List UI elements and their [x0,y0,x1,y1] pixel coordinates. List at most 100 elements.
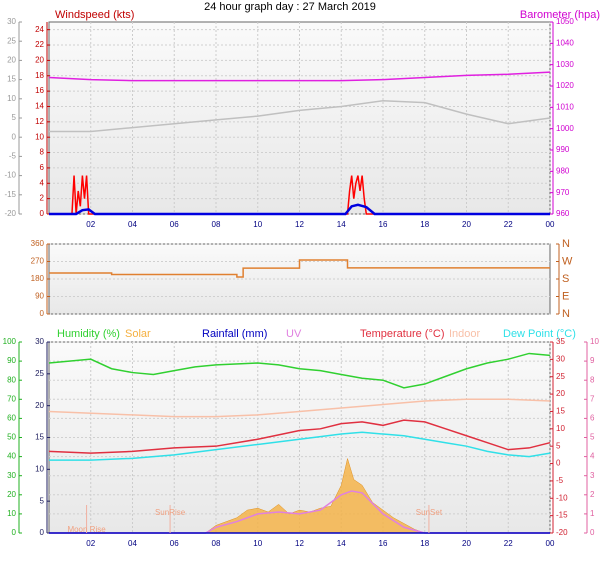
y-tick-label: 10 [7,509,16,518]
y-tick-label: 360 [31,239,45,248]
x-tick-label: 16 [379,539,388,548]
series-line [48,71,551,82]
x-tick-label: 08 [212,220,221,229]
y-tick-label: 1030 [556,60,574,69]
y-tick-label: 7 [590,394,595,403]
y-tick-label: -5 [9,152,17,161]
y-tick-label: 12 [35,117,44,126]
y-tick-label: 4 [590,452,595,461]
legend-entry: Temperature (°C) [360,328,444,340]
y-tick-label: 9 [590,356,595,365]
y-tick-label: 0 [590,528,595,537]
y-tick-label: 8 [40,148,45,157]
y-tick-label: 50 [7,433,16,442]
y-tick-label: -15 [4,190,16,199]
y-tick-label: 35 [556,337,565,346]
x-tick-label: 02 [86,220,95,229]
y-tick-label: 0 [556,459,561,468]
x-tick-label: 06 [170,539,179,548]
series-line [49,99,551,133]
x-tick-label: 14 [337,220,346,229]
y-tick-label: N [562,308,570,320]
y-tick-label: 270 [31,257,45,266]
y-tick-label: 20 [7,490,16,499]
x-tick-label: 06 [170,220,179,229]
x-tick-label: 14 [337,539,346,548]
y-tick-label: 20 [35,401,44,410]
y-tick-label: 1040 [556,38,574,47]
y-tick-label: 100 [3,337,17,346]
y-tick-label: 1050 [556,17,574,26]
y-tick-label: 0 [12,132,17,141]
x-tick-label: 12 [295,220,304,229]
y-tick-label: 10 [35,132,44,141]
y-tick-label: 5 [556,441,561,450]
y-tick-label: 10 [590,337,599,346]
y-tick-label: 180 [31,274,45,283]
y-tick-label: 960 [556,209,570,218]
x-tick-label: 20 [462,220,471,229]
x-tick-label: 12 [295,539,304,548]
y-tick-label: 20 [35,56,44,65]
x-tick-label: 00 [546,220,555,229]
legend-entry: Indoor [449,328,481,340]
y-tick-label: 15 [7,75,16,84]
y-tick-label: 990 [556,145,570,154]
y-tick-label: 14 [35,102,44,111]
y-tick-label: -20 [4,209,16,218]
y-tick-label: 2 [40,194,45,203]
y-tick-label: 90 [35,292,44,301]
annotation: SunSet [416,508,443,517]
y-tick-label: 6 [40,163,45,172]
x-tick-label: 10 [253,220,262,229]
x-tick-label: 20 [462,539,471,548]
x-tick-label: 02 [86,539,95,548]
series-line [48,419,551,454]
y-tick-label: 22 [35,40,44,49]
y-tick-label: 24 [35,25,44,34]
y-tick-label: -20 [556,528,568,537]
solar-area [49,457,550,534]
y-tick-label: 25 [35,369,44,378]
x-tick-label: 22 [504,220,513,229]
y-axis-label: Windspeed (kts) [55,9,134,21]
series-line [48,398,551,418]
y-tick-label: 5 [40,496,45,505]
legend-entry: Solar [125,328,151,340]
y-tick-label: -15 [556,511,568,520]
y-tick-label: 70 [7,394,16,403]
y-tick-label: 0 [40,309,45,318]
x-tick-label: 18 [420,220,429,229]
y-tick-label: 6 [590,414,595,423]
x-tick-label: 00 [546,539,555,548]
page-title: 24 hour graph day : 27 March 2019 [204,1,376,13]
series-line [49,431,551,461]
y-tick-label: 3 [590,471,595,480]
y-tick-label: S [562,273,569,285]
y-tick-label: -5 [556,476,564,485]
x-tick-label: 16 [379,220,388,229]
series-line [49,203,550,216]
y-tick-label: 10 [556,424,565,433]
x-tick-label: 22 [504,539,513,548]
y-tick-label: 20 [7,56,16,65]
legend-entry: Rainfall (mm) [202,328,267,340]
y-tick-label: 25 [7,36,16,45]
y-tick-label: 0 [40,209,45,218]
y-tick-label: E [562,290,569,302]
annotation: Moon Rise [67,525,106,534]
annotation: SunRise [155,508,186,517]
y-tick-label: 30 [7,471,16,480]
x-tick-label: 04 [128,220,137,229]
y-tick-label: 2 [590,490,595,499]
y-tick-label: 18 [35,71,44,80]
y-tick-label: 30 [35,337,44,346]
y-tick-label: 40 [7,452,16,461]
series-line [49,259,550,278]
y-tick-label: 15 [35,433,44,442]
y-tick-label: 30 [556,354,565,363]
y-tick-label: N [562,238,570,250]
x-tick-label: 18 [420,539,429,548]
x-tick-label: 04 [128,539,137,548]
